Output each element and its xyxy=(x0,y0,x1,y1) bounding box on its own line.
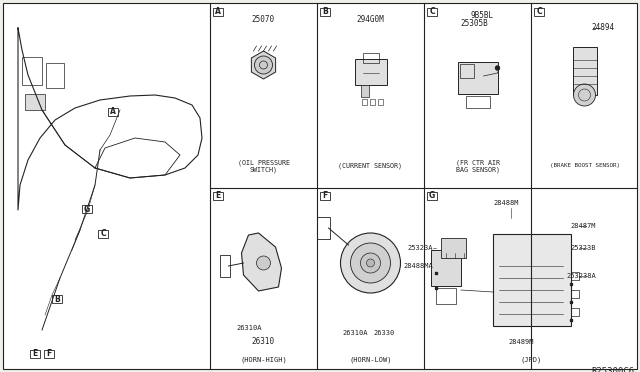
Bar xyxy=(571,308,579,316)
Circle shape xyxy=(367,259,374,267)
Bar xyxy=(82,205,92,213)
Bar xyxy=(427,8,437,16)
Text: G: G xyxy=(429,192,435,201)
Text: R25300C6: R25300C6 xyxy=(591,367,634,372)
Text: 253238A: 253238A xyxy=(566,273,596,279)
Text: 25305B: 25305B xyxy=(461,19,488,28)
Text: E: E xyxy=(216,192,221,201)
Circle shape xyxy=(340,233,401,293)
Bar xyxy=(30,350,40,358)
Bar xyxy=(320,8,330,16)
Bar xyxy=(431,250,461,286)
Text: 26310A: 26310A xyxy=(343,330,368,336)
Text: C: C xyxy=(100,230,106,238)
Bar xyxy=(98,230,108,238)
Bar xyxy=(571,290,579,298)
Bar xyxy=(571,272,579,280)
Bar xyxy=(25,94,45,110)
Bar xyxy=(360,85,369,97)
Bar xyxy=(436,288,456,304)
Polygon shape xyxy=(241,233,282,291)
Text: 25323A: 25323A xyxy=(408,245,433,251)
Bar xyxy=(369,99,374,105)
Text: (HORN-LOW): (HORN-LOW) xyxy=(349,357,392,363)
Text: C: C xyxy=(429,7,435,16)
Text: (CURRENT SENSOR): (CURRENT SENSOR) xyxy=(339,163,403,169)
Text: A: A xyxy=(215,7,221,16)
Circle shape xyxy=(360,253,381,273)
Text: 24894: 24894 xyxy=(591,23,614,32)
Bar xyxy=(378,99,383,105)
Text: E: E xyxy=(33,350,38,359)
Circle shape xyxy=(255,56,273,74)
Text: F: F xyxy=(46,350,52,359)
Bar xyxy=(213,192,223,200)
Bar xyxy=(427,192,437,200)
Text: (BRAKE BOOST SENSOR): (BRAKE BOOST SENSOR) xyxy=(550,164,620,169)
Bar xyxy=(362,99,367,105)
Text: 26310A: 26310A xyxy=(237,325,262,331)
Circle shape xyxy=(573,84,595,106)
Bar xyxy=(573,47,596,95)
Circle shape xyxy=(495,65,500,71)
Text: 26330: 26330 xyxy=(374,330,395,336)
Bar xyxy=(108,108,118,116)
Text: 28487M: 28487M xyxy=(570,223,596,229)
Text: 294G0M: 294G0M xyxy=(356,16,385,25)
Text: A: A xyxy=(110,108,116,116)
Text: C: C xyxy=(536,7,542,16)
Text: (FR CTR AIR
BAG SENSOR): (FR CTR AIR BAG SENSOR) xyxy=(456,159,499,173)
Bar xyxy=(355,59,387,85)
Text: B: B xyxy=(322,7,328,16)
Bar xyxy=(534,8,544,16)
Text: 28489M: 28489M xyxy=(508,339,534,345)
Bar xyxy=(22,57,42,85)
Text: G: G xyxy=(84,205,90,214)
Polygon shape xyxy=(252,51,276,79)
Text: 25323B: 25323B xyxy=(570,245,596,251)
Bar xyxy=(44,350,54,358)
Bar xyxy=(362,53,378,63)
Text: 26310: 26310 xyxy=(252,337,275,346)
Text: (OIL PRESSURE
SWITCH): (OIL PRESSURE SWITCH) xyxy=(237,159,289,173)
Bar xyxy=(46,63,64,88)
Bar xyxy=(320,192,330,200)
Bar xyxy=(317,217,330,239)
Text: 28488M: 28488M xyxy=(493,200,519,206)
Text: 25070: 25070 xyxy=(252,16,275,25)
Circle shape xyxy=(257,256,271,270)
Bar xyxy=(52,295,62,303)
Bar xyxy=(213,8,223,16)
Bar xyxy=(465,96,490,108)
Text: F: F xyxy=(323,192,328,201)
Bar xyxy=(460,64,474,78)
Text: (JPD): (JPD) xyxy=(520,357,541,363)
Bar xyxy=(458,62,497,94)
Text: 28488MA: 28488MA xyxy=(403,263,433,269)
Text: (HORN-HIGH): (HORN-HIGH) xyxy=(240,357,287,363)
Text: B: B xyxy=(54,295,60,304)
Bar xyxy=(441,238,466,258)
Bar xyxy=(493,234,571,326)
Text: 9B5BL: 9B5BL xyxy=(471,10,494,19)
Circle shape xyxy=(351,243,390,283)
Bar xyxy=(220,255,230,277)
